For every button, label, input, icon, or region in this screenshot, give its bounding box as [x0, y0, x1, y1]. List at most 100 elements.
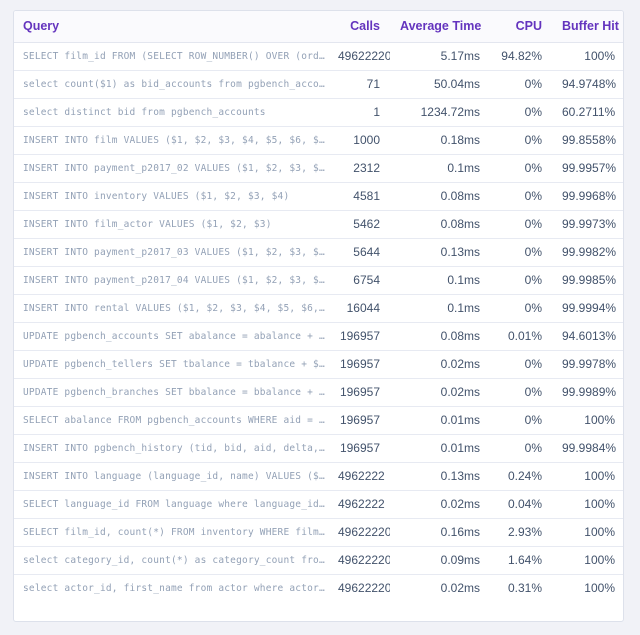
query-text-link[interactable]: UPDATE pgbench_accounts SET abalance = a… — [14, 321, 328, 350]
query-table-row[interactable]: INSERT INTO payment_p2017_04 VALUES ($1,… — [14, 265, 623, 294]
query-table-row[interactable]: SELECT language_id FROM language where l… — [14, 489, 623, 518]
query-text-link[interactable]: select count($1) as bid_accounts from pg… — [14, 69, 328, 98]
query-table-row[interactable]: INSERT INTO payment_p2017_02 VALUES ($1,… — [14, 153, 623, 182]
query-table-row[interactable]: INSERT INTO film VALUES ($1, $2, $3, $4,… — [14, 125, 623, 154]
query-table-row[interactable]: UPDATE pgbench_tellers SET tbalance = tb… — [14, 349, 623, 378]
query-text-link[interactable]: SELECT language_id FROM language where l… — [14, 489, 328, 518]
cpu-value: 0% — [490, 181, 552, 210]
buffer-hit-value: 99.9978% — [552, 349, 623, 378]
column-header-buffer-hit[interactable]: Buffer Hit — [552, 11, 623, 43]
query-table-row[interactable]: INSERT INTO rental VALUES ($1, $2, $3, $… — [14, 293, 623, 322]
query-text-link[interactable]: INSERT INTO payment_p2017_02 VALUES ($1,… — [14, 153, 328, 182]
buffer-hit-value: 99.9985% — [552, 265, 623, 294]
query-text-link[interactable]: INSERT INTO film VALUES ($1, $2, $3, $4,… — [14, 125, 328, 154]
query-text-link[interactable]: INSERT INTO payment_p2017_03 VALUES ($1,… — [14, 237, 328, 266]
query-text-link[interactable]: INSERT INTO rental VALUES ($1, $2, $3, $… — [14, 293, 328, 322]
query-text-link[interactable]: INSERT INTO inventory VALUES ($1, $2, $3… — [14, 181, 328, 210]
buffer-hit-value: 100% — [552, 42, 623, 70]
query-table-row[interactable]: SELECT film_id FROM (SELECT ROW_NUMBER()… — [14, 42, 623, 70]
query-table-row[interactable]: INSERT INTO payment_p2017_03 VALUES ($1,… — [14, 237, 623, 266]
column-header-calls[interactable]: Calls — [328, 11, 390, 43]
buffer-hit-value: 100% — [552, 545, 623, 574]
average-time-value: 0.08ms — [390, 321, 490, 350]
query-statistics-card: Query Calls Average Time CPU Buffer Hit … — [13, 10, 624, 622]
average-time-value: 0.1ms — [390, 265, 490, 294]
query-text-link[interactable]: INSERT INTO pgbench_history (tid, bid, a… — [14, 433, 328, 462]
buffer-hit-value: 100% — [552, 573, 623, 602]
query-text-link[interactable]: INSERT INTO language (language_id, name)… — [14, 461, 328, 490]
query-table-row[interactable]: select category_id, count(*) as category… — [14, 545, 623, 574]
average-time-value: 0.02ms — [390, 489, 490, 518]
query-text-link[interactable]: SELECT film_id, count(*) FROM inventory … — [14, 517, 328, 546]
query-table-row[interactable]: INSERT INTO film_actor VALUES ($1, $2, $… — [14, 209, 623, 238]
calls-value: 196957 — [328, 405, 390, 434]
query-text-link[interactable]: select distinct bid from pgbench_account… — [14, 97, 328, 126]
calls-value: 4962222 — [328, 461, 390, 490]
calls-value: 1000 — [328, 125, 390, 154]
calls-value: 1 — [328, 97, 390, 126]
buffer-hit-value: 60.2711% — [552, 97, 623, 126]
buffer-hit-value: 94.6013% — [552, 321, 623, 350]
query-text-link[interactable]: INSERT INTO payment_p2017_04 VALUES ($1,… — [14, 265, 328, 294]
calls-value: 4581 — [328, 181, 390, 210]
query-table-row[interactable]: INSERT INTO inventory VALUES ($1, $2, $3… — [14, 181, 623, 210]
query-table-row[interactable]: select distinct bid from pgbench_account… — [14, 97, 623, 126]
query-text-link[interactable]: UPDATE pgbench_tellers SET tbalance = tb… — [14, 349, 328, 378]
query-table-row[interactable]: select count($1) as bid_accounts from pg… — [14, 69, 623, 98]
query-text-link[interactable]: SELECT film_id FROM (SELECT ROW_NUMBER()… — [14, 42, 328, 70]
cpu-value: 0% — [490, 433, 552, 462]
query-table-row[interactable]: INSERT INTO pgbench_history (tid, bid, a… — [14, 433, 623, 462]
table-header-row: Query Calls Average Time CPU Buffer Hit — [14, 11, 623, 43]
buffer-hit-value: 99.9989% — [552, 377, 623, 406]
cpu-value: 0.01% — [490, 321, 552, 350]
buffer-hit-value: 99.9968% — [552, 181, 623, 210]
cpu-value: 0% — [490, 237, 552, 266]
average-time-value: 0.1ms — [390, 293, 490, 322]
query-text-link[interactable]: INSERT INTO film_actor VALUES ($1, $2, $… — [14, 209, 328, 238]
average-time-value: 0.01ms — [390, 433, 490, 462]
calls-value: 71 — [328, 69, 390, 98]
average-time-value: 0.09ms — [390, 545, 490, 574]
buffer-hit-value: 99.8558% — [552, 125, 623, 154]
average-time-value: 0.16ms — [390, 517, 490, 546]
query-table-row[interactable]: INSERT INTO language (language_id, name)… — [14, 461, 623, 490]
query-text-link[interactable]: SELECT abalance FROM pgbench_accounts WH… — [14, 405, 328, 434]
query-table-row[interactable]: SELECT film_id, count(*) FROM inventory … — [14, 517, 623, 546]
calls-value: 49622220 — [328, 573, 390, 602]
calls-value: 196957 — [328, 349, 390, 378]
average-time-value: 0.02ms — [390, 573, 490, 602]
calls-value: 49622220 — [328, 42, 390, 70]
average-time-value: 1234.72ms — [390, 97, 490, 126]
cpu-value: 0% — [490, 349, 552, 378]
cpu-value: 94.82% — [490, 42, 552, 70]
calls-value: 4962222 — [328, 489, 390, 518]
buffer-hit-value: 94.9748% — [552, 69, 623, 98]
cpu-value: 1.64% — [490, 545, 552, 574]
query-table-row[interactable]: select actor_id, first_name from actor w… — [14, 573, 623, 602]
cpu-value: 0.04% — [490, 489, 552, 518]
calls-value: 196957 — [328, 377, 390, 406]
column-header-average-time[interactable]: Average Time — [390, 11, 490, 43]
average-time-value: 0.08ms — [390, 209, 490, 238]
calls-value: 49622220 — [328, 517, 390, 546]
column-header-cpu[interactable]: CPU — [490, 11, 552, 43]
query-text-link[interactable]: UPDATE pgbench_branches SET bbalance = b… — [14, 377, 328, 406]
cpu-value: 0% — [490, 405, 552, 434]
query-table-row[interactable]: UPDATE pgbench_branches SET bbalance = b… — [14, 377, 623, 406]
buffer-hit-value: 99.9994% — [552, 293, 623, 322]
query-table-row[interactable]: SELECT abalance FROM pgbench_accounts WH… — [14, 405, 623, 434]
average-time-value: 0.08ms — [390, 181, 490, 210]
query-statistics-table: Query Calls Average Time CPU Buffer Hit … — [14, 11, 623, 602]
cpu-value: 0% — [490, 97, 552, 126]
query-text-link[interactable]: select category_id, count(*) as category… — [14, 545, 328, 574]
buffer-hit-value: 99.9973% — [552, 209, 623, 238]
cpu-value: 0.24% — [490, 461, 552, 490]
query-table-row[interactable]: UPDATE pgbench_accounts SET abalance = a… — [14, 321, 623, 350]
average-time-value: 0.18ms — [390, 125, 490, 154]
column-header-query[interactable]: Query — [14, 11, 328, 43]
calls-value: 5644 — [328, 237, 390, 266]
calls-value: 2312 — [328, 153, 390, 182]
query-text-link[interactable]: select actor_id, first_name from actor w… — [14, 573, 328, 602]
average-time-value: 0.13ms — [390, 461, 490, 490]
calls-value: 6754 — [328, 265, 390, 294]
